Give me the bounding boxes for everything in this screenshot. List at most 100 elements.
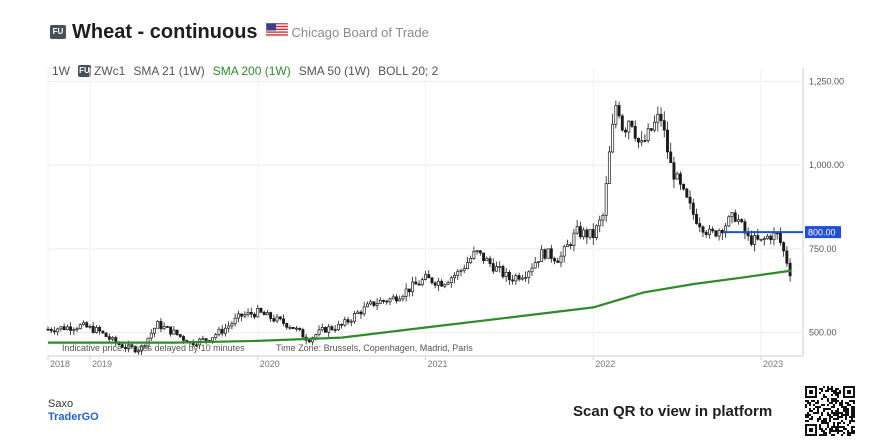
- page-title: Wheat - continuous: [72, 20, 258, 43]
- qr-module: [835, 410, 837, 412]
- qr-module: [827, 386, 829, 388]
- candle-body: [743, 221, 747, 234]
- candle-body: [653, 121, 657, 131]
- qr-module: [849, 416, 851, 418]
- qr-module: [837, 416, 839, 418]
- x-axis: 2018 2019 2020 2021 2022 2023: [47, 356, 783, 369]
- y-axis: 500.00 750.00 1,000.00 1,250.00: [809, 76, 844, 337]
- qr-module: [847, 408, 849, 410]
- qr-module: [823, 394, 825, 396]
- qr-module: [851, 410, 853, 412]
- candle-body: [353, 313, 356, 322]
- qr-module: [833, 422, 835, 424]
- qr-module: [809, 414, 811, 416]
- qr-module: [821, 388, 823, 390]
- candle-body: [162, 326, 166, 330]
- qr-module: [819, 426, 821, 428]
- price-level: 800.00: [724, 226, 841, 239]
- qr-module: [839, 402, 841, 404]
- candle-body: [65, 326, 69, 330]
- candle-body: [236, 313, 240, 319]
- qr-module: [841, 430, 843, 432]
- candle-body: [201, 338, 205, 340]
- brand-logo: Saxo TraderGO: [48, 398, 99, 424]
- candle-body: [553, 258, 557, 262]
- candle-body: [130, 344, 134, 347]
- qr-module: [841, 416, 843, 418]
- qr-module: [837, 388, 839, 390]
- qr-module: [839, 404, 841, 406]
- qr-module: [817, 420, 819, 422]
- x-tick-label: 2021: [428, 359, 448, 369]
- qr-module: [841, 434, 843, 436]
- qr-module: [837, 424, 839, 426]
- qr-module: [833, 400, 835, 402]
- candle-body: [578, 226, 582, 238]
- qr-module: [817, 410, 819, 412]
- candle-body: [569, 244, 573, 247]
- qr-module: [821, 422, 823, 424]
- candle-body: [524, 277, 527, 279]
- sma200-label[interactable]: SMA 200 (1W): [212, 64, 291, 78]
- qr-module: [825, 396, 827, 398]
- qr-module: [837, 396, 839, 398]
- candle-body: [643, 140, 647, 142]
- candle-body: [107, 336, 111, 340]
- candle-body: [262, 311, 266, 316]
- candle-body: [294, 327, 298, 330]
- qr-module: [823, 418, 825, 420]
- qr-module: [819, 418, 821, 420]
- qr-module: [819, 428, 821, 430]
- candle-body: [517, 275, 521, 280]
- price-chart[interactable]: 800.00 500.00 750.00 1,000.00 1,250.00 2018…: [0, 60, 893, 370]
- candle-body: [572, 232, 576, 247]
- x-tick-label: 2019: [92, 359, 112, 369]
- candle-body: [214, 334, 218, 338]
- interval-selector[interactable]: 1W: [52, 64, 70, 78]
- qr-module: [831, 398, 833, 400]
- candle-body: [343, 319, 347, 326]
- qr-module: [817, 408, 819, 410]
- candle-body: [520, 277, 524, 280]
- candle-body: [291, 326, 295, 330]
- qr-module: [805, 406, 807, 408]
- sma50-label[interactable]: SMA 50 (1W): [298, 64, 371, 78]
- qr-module: [821, 398, 823, 400]
- qr-module: [835, 400, 837, 402]
- qr-module: [827, 400, 829, 402]
- qr-module: [805, 416, 807, 418]
- qr-module: [829, 414, 831, 416]
- candle-body: [611, 123, 615, 153]
- candle-body: [156, 321, 160, 329]
- candle-body: [433, 282, 437, 286]
- qr-module: [827, 408, 829, 410]
- qr-module: [853, 412, 855, 414]
- qr-module: [827, 388, 829, 390]
- candle-body: [359, 311, 363, 315]
- candle-body: [182, 336, 185, 341]
- qr-module: [827, 398, 829, 400]
- boll-label[interactable]: BOLL 20; 2: [378, 64, 439, 78]
- candle-body: [298, 327, 302, 330]
- qr-module: [809, 402, 811, 404]
- chart-grid: [47, 68, 804, 357]
- candle-body: [475, 250, 479, 253]
- candle-body: [288, 326, 292, 329]
- symbol-label[interactable]: ZWc1: [94, 64, 126, 78]
- qr-module: [821, 414, 823, 416]
- candle-body: [388, 298, 392, 303]
- candle-body: [398, 298, 402, 302]
- candle-body: [417, 283, 421, 286]
- candle-body: [175, 329, 179, 335]
- qr-code-icon[interactable]: [805, 386, 855, 436]
- candle-body: [101, 330, 105, 334]
- sma21-label[interactable]: SMA 21 (1W): [133, 64, 205, 78]
- indicator-bar: 1W FU ZWc1 SMA 21 (1W) SMA 200 (1W) SMA …: [52, 64, 446, 78]
- qr-module: [851, 426, 853, 428]
- qr-module: [841, 420, 843, 422]
- qr-module: [837, 430, 839, 432]
- candle-body: [588, 229, 592, 238]
- candle-body: [149, 332, 153, 339]
- candle-body: [491, 263, 495, 272]
- candle-body: [449, 277, 453, 284]
